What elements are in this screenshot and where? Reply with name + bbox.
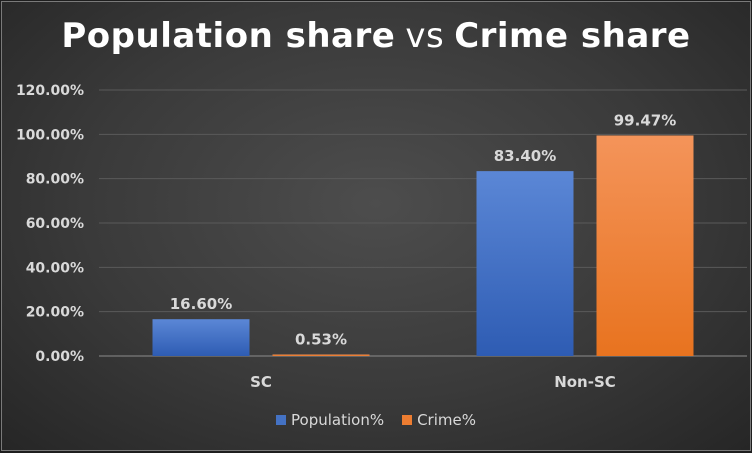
x-tick-label: Non-SC bbox=[554, 373, 616, 391]
legend-item-crime[interactable]: Crime% bbox=[402, 411, 476, 429]
bar-population-sc bbox=[152, 319, 250, 356]
chart-title-part1: Population share bbox=[61, 16, 396, 56]
x-tick-label: SC bbox=[250, 373, 272, 391]
data-label-crime-non-sc: 99.47% bbox=[614, 112, 676, 130]
chart-title: Population share vs Crime share bbox=[2, 16, 750, 56]
y-tick-label: 60.00% bbox=[26, 216, 84, 232]
bar-crime-sc bbox=[272, 354, 370, 356]
legend-swatch-population bbox=[276, 415, 287, 425]
legend-swatch-crime bbox=[402, 415, 413, 425]
data-label-population-non-sc: 83.40% bbox=[494, 147, 556, 165]
y-tick-label: 80.00% bbox=[26, 172, 84, 188]
chart-title-part2: Crime share bbox=[454, 16, 691, 56]
legend-item-population[interactable]: Population% bbox=[276, 411, 384, 429]
data-label-population-sc: 16.60% bbox=[170, 295, 232, 313]
y-tick-label: 40.00% bbox=[26, 260, 84, 276]
y-tick-label: 20.00% bbox=[26, 305, 84, 321]
y-tick-label: 0.00% bbox=[35, 349, 84, 365]
y-tick-label: 100.00% bbox=[16, 127, 84, 143]
data-label-crime-sc: 0.53% bbox=[295, 331, 347, 349]
legend: Population% Crime% bbox=[2, 411, 750, 429]
legend-label-population: Population% bbox=[291, 411, 385, 429]
chart-title-vs: vs bbox=[405, 16, 445, 56]
bar-crime-non-sc bbox=[596, 135, 694, 356]
y-tick-label: 120.00% bbox=[16, 83, 84, 99]
bar-population-non-sc bbox=[476, 171, 574, 356]
legend-label-crime: Crime% bbox=[417, 411, 476, 429]
